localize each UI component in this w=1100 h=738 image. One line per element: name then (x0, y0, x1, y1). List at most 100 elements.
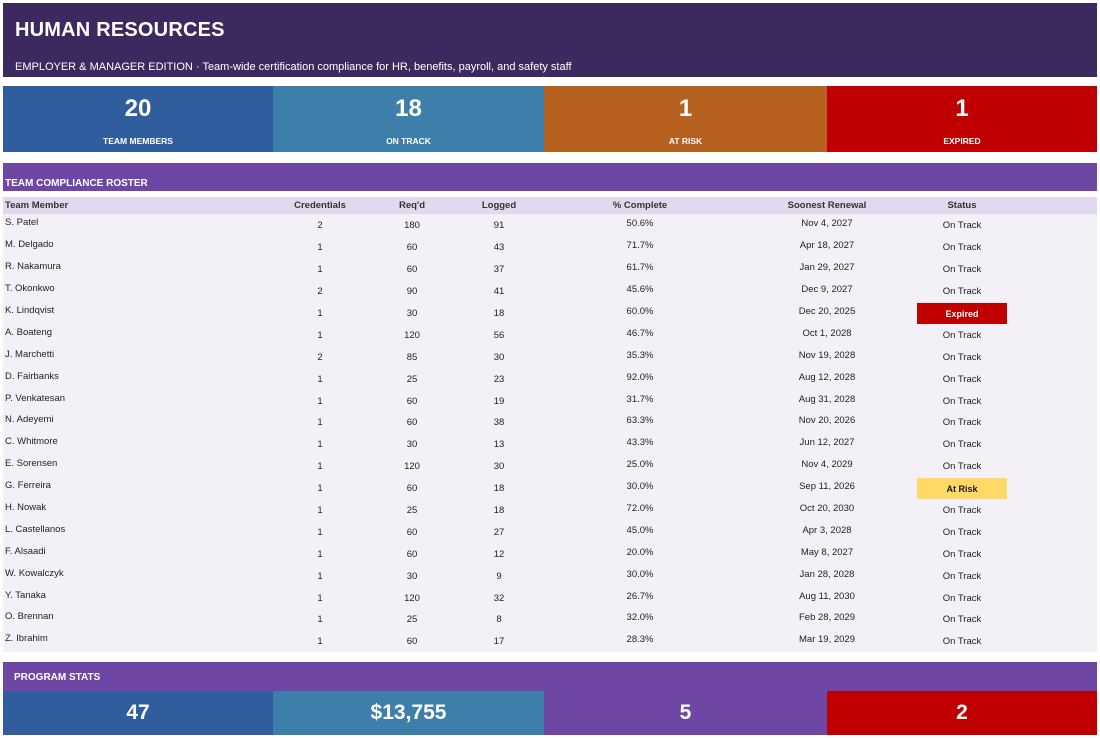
status-badge: On Track (942, 505, 982, 517)
soonest-renewal-cell: Aug 31, 2028 (798, 393, 856, 405)
logged-hours-cell: 56 (493, 329, 505, 341)
team-member-cell: O. Brennan (5, 611, 54, 623)
table-row: Y. Tanaka 1 120 32 26.7% Aug 11, 2030 On Track (3, 586, 1097, 608)
program-stat-value: 5 (544, 691, 827, 735)
logged-hours-cell: 38 (493, 417, 505, 429)
status-badge: On Track (942, 220, 982, 232)
kpi-value: 18 (395, 95, 422, 122)
soonest-renewal-cell: Dec 20, 2025 (798, 306, 856, 317)
soonest-renewal-cell: Oct 20, 2030 (799, 503, 855, 515)
logged-hours-cell: 18 (493, 308, 505, 319)
status-cell: On Track (917, 323, 1007, 345)
logged-hours-cell: 18 (493, 505, 505, 517)
status-badge: On Track (942, 592, 982, 604)
kpi-label: ON TRACK (386, 136, 431, 146)
status-cell: On Track (917, 214, 1007, 236)
credentials-cell: 1 (317, 439, 323, 451)
status-badge: On Track (942, 439, 982, 451)
credentials-cell: 1 (317, 636, 323, 648)
table-row: F. Alsaadi 1 60 12 20.0% May 8, 2027 On Track (3, 542, 1097, 564)
table-row: H. Nowak 1 25 18 72.0% Oct 20, 2030 On Track (3, 499, 1097, 521)
column-header-team-member: Team Member (5, 200, 69, 211)
team-member-cell: F. Alsaadi (5, 545, 46, 557)
team-member-cell: L. Castellanos (5, 523, 66, 535)
status-cell: On Track (917, 280, 1007, 302)
status-cell: On Track (917, 236, 1007, 258)
table-row: J. Marchetti 2 85 30 35.3% Nov 19, 2028 On Tra… (3, 345, 1097, 367)
required-hours-cell: 60 (406, 636, 418, 648)
team-member-cell: E. Sorensen (5, 458, 58, 470)
status-cell: On Track (917, 499, 1007, 521)
roster-section-title: TEAM COMPLIANCE ROSTER (3, 163, 1097, 191)
team-member-cell: T. Okonkwo (5, 283, 55, 295)
percent-complete-cell: 71.7% (626, 240, 654, 252)
required-hours-cell: 60 (406, 526, 418, 538)
credentials-cell: 1 (317, 329, 323, 341)
logged-hours-cell: 18 (493, 483, 505, 495)
team-member-cell: J. Marchetti (5, 348, 55, 360)
logged-hours-cell: 12 (493, 548, 505, 560)
program-stats-row: 47 $13,755 5 2 (3, 691, 1097, 735)
team-member-cell: D. Fairbanks (5, 370, 59, 382)
credentials-cell: 1 (317, 373, 323, 385)
soonest-renewal-cell: Mar 19, 2029 (799, 634, 855, 646)
logged-hours-cell: 17 (493, 636, 505, 648)
status-cell: On Track (917, 564, 1007, 586)
soonest-renewal-cell: Jun 12, 2027 (799, 437, 855, 449)
percent-complete-cell: 32.0% (626, 612, 654, 624)
logged-hours-cell: 8 (496, 614, 502, 626)
status-badge: On Track (942, 526, 982, 538)
soonest-renewal-cell: Nov 4, 2029 (801, 459, 853, 471)
kpi-cards: 20 TEAM MEMBERS 18 ON TRACK 1 AT RISK 1 … (3, 86, 1097, 152)
team-member-cell: Z. Ibrahim (5, 633, 48, 645)
required-hours-cell: 60 (406, 417, 418, 429)
team-member-cell: G. Ferreira (5, 480, 51, 492)
logged-hours-cell: 43 (493, 242, 505, 254)
soonest-renewal-cell: Apr 3, 2028 (802, 524, 852, 536)
credentials-cell: 1 (317, 395, 323, 407)
percent-complete-cell: 35.3% (626, 349, 654, 361)
page-subtitle: EMPLOYER & MANAGER EDITION · Team-wide c… (15, 61, 572, 73)
logged-hours-cell: 30 (493, 351, 505, 363)
soonest-renewal-cell: Aug 11, 2030 (799, 590, 855, 602)
column-header-credentials: Credentials (294, 200, 346, 211)
required-hours-cell: 25 (406, 373, 418, 385)
team-member-cell: S. Patel (5, 217, 39, 229)
status-cell: On Track (917, 411, 1007, 433)
status-cell: On Track (917, 455, 1007, 477)
team-member-cell: K. Lindqvist (5, 305, 55, 316)
logged-hours-cell: 41 (493, 286, 505, 298)
credentials-cell: 1 (317, 570, 323, 582)
table-row: A. Boateng 1 120 56 46.7% Oct 1, 2028 On Track (3, 323, 1097, 345)
credentials-cell: 1 (317, 505, 323, 517)
required-hours-cell: 85 (406, 351, 418, 363)
table-row: S. Patel 2 180 91 50.6% Nov 4, 2027 On Track (3, 214, 1097, 236)
column-header-percent-complete: % Complete (612, 200, 668, 211)
soonest-renewal-cell: Oct 1, 2028 (802, 327, 852, 339)
kpi-value: 20 (124, 95, 152, 122)
kpi-team-members: 20 TEAM MEMBERS (3, 86, 273, 152)
status-badge: At Risk (917, 478, 1007, 500)
team-member-cell: Y. Tanaka (5, 589, 46, 601)
status-cell: On Track (917, 367, 1007, 389)
soonest-renewal-cell: Nov 19, 2028 (798, 349, 856, 361)
program-stat-value: 47 (3, 691, 273, 735)
status-cell: On Track (917, 586, 1007, 608)
status-cell: On Track (917, 345, 1007, 367)
soonest-renewal-cell: Sep 11, 2026 (799, 481, 855, 493)
kpi-at-risk: 1 AT RISK (544, 86, 827, 152)
percent-complete-cell: 92.0% (626, 371, 654, 383)
table-row: N. Adeyemi 1 60 38 63.3% Nov 20, 2026 On Track (3, 411, 1097, 433)
status-badge: On Track (942, 636, 982, 648)
soonest-renewal-cell: Nov 4, 2027 (801, 218, 853, 230)
percent-complete-cell: 30.0% (626, 568, 654, 580)
status-cell: On Track (917, 630, 1007, 652)
percent-complete-cell: 20.0% (626, 546, 654, 558)
soonest-renewal-cell: Jan 28, 2028 (799, 568, 855, 580)
kpi-label: AT RISK (668, 136, 703, 146)
program-stats-title: PROGRAM STATS (3, 662, 1097, 691)
status-cell: On Track (917, 258, 1007, 280)
table-row: Z. Ibrahim 1 60 17 28.3% Mar 19, 2029 On Track (3, 630, 1097, 652)
credentials-cell: 2 (317, 220, 323, 232)
credentials-cell: 1 (317, 614, 323, 626)
